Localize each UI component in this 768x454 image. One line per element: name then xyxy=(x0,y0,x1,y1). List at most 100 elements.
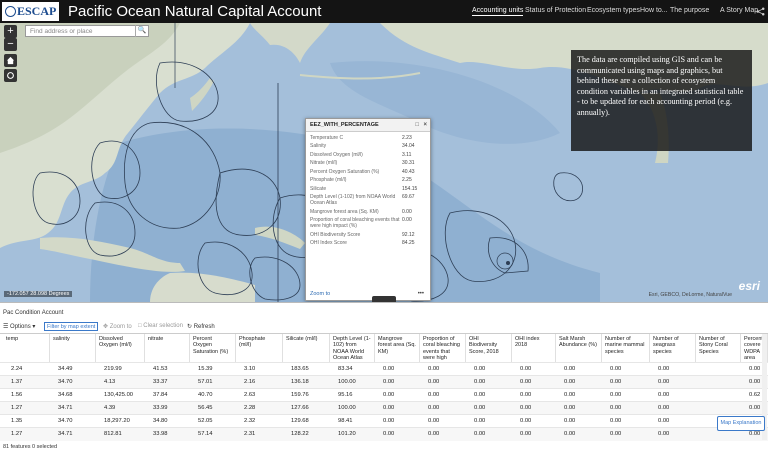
column-header[interactable]: OHI index 2018 xyxy=(512,334,556,362)
table-cell: 128.22 xyxy=(291,431,309,437)
column-header[interactable]: Phosphate (ml/l) xyxy=(236,334,283,362)
table-cell: 33.99 xyxy=(153,405,168,411)
zoom-to-label: Zoom to xyxy=(109,324,132,330)
popup-title-text: EEZ_WITH_PERCENTAGE xyxy=(310,122,379,128)
table-cell: 40.70 xyxy=(198,392,213,398)
table-cell: 0.00 xyxy=(658,431,670,437)
table-cell: 57.01 xyxy=(198,379,213,385)
column-header[interactable]: Depth Level (1-102) from NOAA World Ocea… xyxy=(330,334,375,362)
table-cell: 18,297.20 xyxy=(104,418,130,424)
popup-field-label: Salinity xyxy=(310,143,327,149)
popup-more-icon[interactable]: ••• xyxy=(417,291,424,297)
column-header[interactable]: Number of marine mammal species xyxy=(602,334,650,362)
column-header[interactable]: temp xyxy=(3,334,50,362)
table-cell: 0.00 xyxy=(749,431,761,437)
nav-how-to[interactable]: How to... xyxy=(640,7,668,14)
table-title: Pac Condition Account xyxy=(3,310,64,316)
column-header[interactable]: OHI Biodiversity Score, 2018 xyxy=(466,334,512,362)
table-scrollbar[interactable] xyxy=(762,334,767,440)
nav-ecosystem-types[interactable]: Ecosystem types xyxy=(587,7,640,14)
nav-status-of-protection[interactable]: Status of Protection xyxy=(525,7,587,14)
table-cell: 0.00 xyxy=(520,405,532,411)
column-header[interactable]: Number of seagrass species xyxy=(650,334,696,362)
table-cell: 2.63 xyxy=(244,392,256,398)
table-cell: 0.00 xyxy=(610,392,622,398)
map-explanation-button[interactable]: Map Explanation xyxy=(717,416,765,431)
column-header[interactable]: nitrate xyxy=(145,334,190,362)
share-icon[interactable] xyxy=(756,7,765,16)
zoom-in-button[interactable]: + xyxy=(4,25,17,38)
table-cell: 0.00 xyxy=(383,379,395,385)
popup-field-label: Temperature C xyxy=(310,134,344,141)
home-icon[interactable] xyxy=(4,54,17,67)
search-input[interactable]: Find address or place 🔍 xyxy=(25,25,149,37)
column-header[interactable]: Proportion of coral bleaching events tha… xyxy=(420,334,466,362)
popup-field-value: 0.00 xyxy=(402,217,412,223)
table-row[interactable]: 1.27 34.71 4.39 33.99 56.45 2.28 127.66 100.00 0… xyxy=(0,401,768,415)
table-cell: 0.00 xyxy=(474,366,486,372)
zoom-to-button[interactable]: ✥ Zoom to xyxy=(103,324,132,330)
table-cell: 0.00 xyxy=(474,379,486,385)
table-row[interactable]: 1.27 34.71 812.81 33.98 57.14 2.31 128.22 101.2… xyxy=(0,427,768,441)
search-icon[interactable]: 🔍 xyxy=(135,25,148,37)
popup-field-row: Depth Level (1-102) from NOAA World Ocea… xyxy=(306,194,430,206)
table-cell: 52.05 xyxy=(198,418,213,424)
table-cell: 0.00 xyxy=(474,405,486,411)
column-header[interactable]: Silicate (ml/l) xyxy=(283,334,330,362)
popup-field-value: 30.31 xyxy=(402,160,415,166)
table-toolbar: ☰ Options ▾ Filter by map extent ✥ Zoom … xyxy=(0,321,768,333)
map-view[interactable]: Find address or place 🔍 + − The data are… xyxy=(0,23,768,302)
column-header[interactable]: Percent Oxygen Saturation (%) xyxy=(190,334,236,362)
escap-logo[interactable]: ESCAP xyxy=(2,2,59,21)
nav-story-map[interactable]: A Story Map xyxy=(720,7,759,14)
popup-field-label: Depth Level (1-102) from NOAA World Ocea… xyxy=(310,194,396,206)
table-row[interactable]: 1.37 34.70 4.13 33.37 57.01 2.16 136.18 100.00 0… xyxy=(0,375,768,389)
table-cell: 56.45 xyxy=(198,405,213,411)
table-cell: 0.00 xyxy=(383,366,395,372)
nav-the-purpose[interactable]: The purpose xyxy=(670,7,710,14)
locate-icon[interactable] xyxy=(4,69,17,82)
nav-accounting-units[interactable]: Accounting units xyxy=(472,7,524,16)
filter-by-map-extent[interactable]: Filter by map extent xyxy=(44,322,98,331)
table-cell: 0.00 xyxy=(564,379,576,385)
column-header[interactable]: Salt Marsh Abundance (%) xyxy=(556,334,602,362)
table-row[interactable]: 1.56 34.68 130,425.00 37.84 40.70 2.63 159.76 9… xyxy=(0,388,768,402)
table-cell: 34.49 xyxy=(58,366,73,372)
options-menu[interactable]: ☰ Options ▾ xyxy=(3,324,36,330)
popup-field-row: Nitrate (ml/l) 30.31 xyxy=(306,160,430,166)
table-cell: 0.00 xyxy=(610,431,622,437)
table-cell: 57.14 xyxy=(198,431,213,437)
table-cell: 34.71 xyxy=(58,405,73,411)
table-cell: 129.68 xyxy=(291,418,309,424)
table-cell: 34.68 xyxy=(58,392,73,398)
refresh-button[interactable]: ↻ Refresh xyxy=(187,324,215,330)
table-cell: 0.00 xyxy=(658,366,670,372)
table-cell: 0.00 xyxy=(474,431,486,437)
map-attribution: Esri, GEBCO, DeLorme, NaturalVue xyxy=(648,292,732,298)
maximize-icon[interactable]: □ xyxy=(415,122,419,128)
column-header[interactable]: salinity xyxy=(50,334,96,362)
column-header[interactable]: Dissolved Oxygen (ml/l) xyxy=(96,334,145,362)
popup-field-value: 2.23 xyxy=(402,134,412,141)
attribute-table-panel: Pac Condition Account ☰ Options ▾ Filter… xyxy=(0,302,768,454)
column-header[interactable]: Mangrove forest area (Sq. KM) xyxy=(375,334,420,362)
column-header[interactable]: Number of Stony Coral Species xyxy=(696,334,741,362)
popup-field-value: 3.11 xyxy=(402,151,412,158)
table-cell: 0.00 xyxy=(520,379,532,385)
popup-zoom-to-link[interactable]: Zoom to xyxy=(310,291,331,297)
close-icon[interactable]: × xyxy=(423,122,427,128)
table-row[interactable]: 1.35 34.70 18,297.20 34.80 52.05 2.32 129.68 98… xyxy=(0,414,768,428)
table-cell: 2.32 xyxy=(244,418,256,424)
panel-toggle-handle[interactable] xyxy=(372,296,396,302)
zoom-out-button[interactable]: − xyxy=(4,38,17,51)
clear-selection-button[interactable]: □ Clear selection xyxy=(138,323,183,329)
table-row[interactable]: 2.24 34.49 219.99 41.53 15.39 3.10 183.65 83.34… xyxy=(0,362,768,376)
table-cell: 0.00 xyxy=(383,405,395,411)
popup-field-row: OHI Biodiversity Score 92.12 xyxy=(306,232,430,238)
table-cell: 1.37 xyxy=(11,379,23,385)
table-cell: 100.00 xyxy=(338,405,356,411)
table-cell: 0.00 xyxy=(564,366,576,372)
table-cell: 0.00 xyxy=(474,392,486,398)
app-header: ESCAP Pacific Ocean Natural Capital Acco… xyxy=(0,0,768,23)
popup-field-label: Mangrove forest area (Sq. KM) xyxy=(310,208,379,215)
